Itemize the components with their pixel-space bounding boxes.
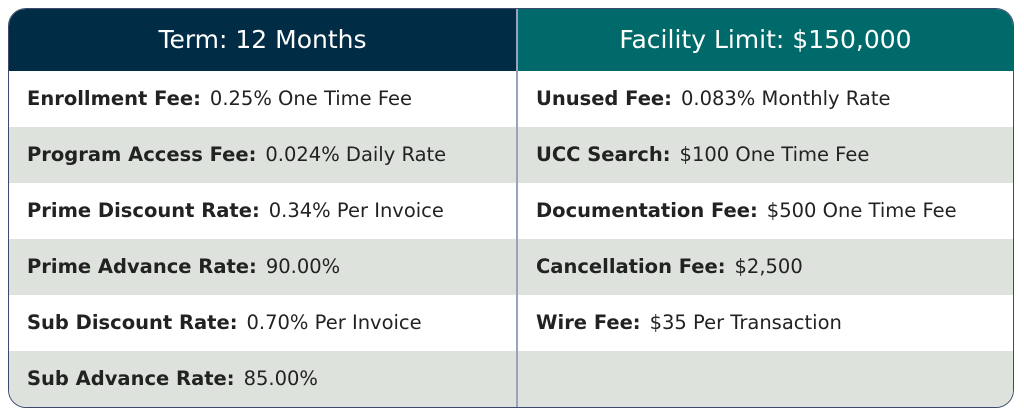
facility-header: Facility Limit: $150,000	[518, 9, 1013, 71]
fee-row: Documentation Fee: $500 One Time Fee	[518, 182, 1013, 239]
fee-row: Program Access Fee: 0.024% Daily Rate	[9, 126, 516, 183]
fee-label: Prime Discount Rate:	[27, 199, 260, 223]
fee-value: 0.024% Daily Rate	[265, 143, 447, 167]
fee-value: 0.70% Per Invoice	[246, 311, 422, 335]
fee-value: 85.00%	[243, 367, 318, 391]
fee-row: Wire Fee: $35 Per Transaction	[518, 294, 1013, 351]
fee-value: 90.00%	[265, 255, 341, 279]
fee-label: Prime Advance Rate:	[27, 255, 257, 279]
fee-row: Sub Advance Rate: 85.00%	[9, 350, 516, 407]
fee-value: $100 One Time Fee	[679, 143, 870, 167]
fee-value: $500 One Time Fee	[766, 199, 957, 223]
fee-label: Program Access Fee:	[27, 143, 257, 167]
term-header: Term: 12 Months	[9, 9, 516, 71]
fee-value: 0.25% One Time Fee	[209, 87, 413, 111]
fee-row: Prime Discount Rate: 0.34% Per Invoice	[9, 182, 516, 239]
fee-value: 0.083% Monthly Rate	[680, 87, 891, 111]
facility-column: Facility Limit: $150,000 Unused Fee: 0.08…	[518, 9, 1013, 407]
fee-row: Sub Discount Rate: 0.70% Per Invoice	[9, 294, 516, 351]
fee-row	[518, 350, 1013, 407]
fee-row: UCC Search: $100 One Time Fee	[518, 126, 1013, 183]
fee-label: UCC Search:	[536, 143, 671, 167]
fee-value: 0.34% Per Invoice	[268, 199, 444, 223]
fee-label: Sub Discount Rate:	[27, 311, 238, 335]
fee-label: Sub Advance Rate:	[27, 367, 235, 391]
fee-value: $2,500	[734, 255, 803, 279]
fee-table: Term: 12 Months Enrollment Fee: 0.25% One…	[8, 8, 1014, 408]
term-column: Term: 12 Months Enrollment Fee: 0.25% One…	[9, 9, 518, 407]
fee-value: $35 Per Transaction	[649, 311, 842, 335]
fee-label: Cancellation Fee:	[536, 255, 726, 279]
fee-row: Enrollment Fee: 0.25% One Time Fee	[9, 70, 516, 127]
fee-row: Prime Advance Rate: 90.00%	[9, 238, 516, 295]
fee-label: Wire Fee:	[536, 311, 641, 335]
fee-label: Enrollment Fee:	[27, 87, 201, 111]
fee-row: Cancellation Fee: $2,500	[518, 238, 1013, 295]
fee-label: Documentation Fee:	[536, 199, 758, 223]
fee-row: Unused Fee: 0.083% Monthly Rate	[518, 70, 1013, 127]
fee-label: Unused Fee:	[536, 87, 672, 111]
